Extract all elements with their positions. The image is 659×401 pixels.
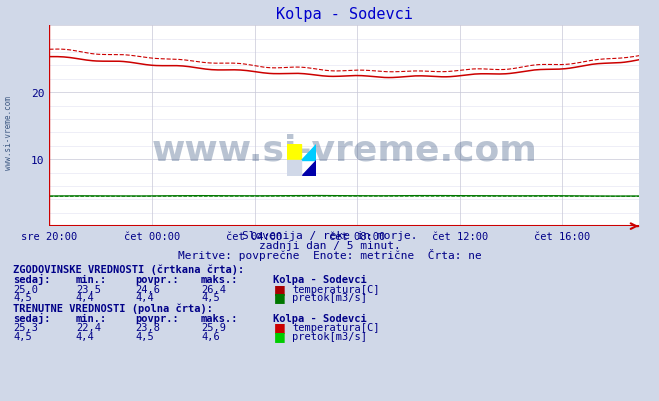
Text: 4,5: 4,5 [201, 293, 219, 303]
Text: ■: ■ [273, 282, 285, 295]
Text: 4,5: 4,5 [135, 331, 154, 341]
Text: pretok[m3/s]: pretok[m3/s] [292, 293, 367, 303]
Text: ■: ■ [273, 320, 285, 333]
Text: 4,6: 4,6 [201, 331, 219, 341]
Text: TRENUTNE VREDNOSTI (polna črta):: TRENUTNE VREDNOSTI (polna črta): [13, 302, 213, 313]
Text: Kolpa - Sodevci: Kolpa - Sodevci [273, 313, 367, 323]
Text: maks.:: maks.: [201, 313, 239, 323]
Text: 23,8: 23,8 [135, 322, 160, 332]
Text: 25,9: 25,9 [201, 322, 226, 332]
Text: pretok[m3/s]: pretok[m3/s] [292, 331, 367, 341]
Text: 26,4: 26,4 [201, 284, 226, 294]
Text: povpr.:: povpr.: [135, 275, 179, 285]
Text: povpr.:: povpr.: [135, 313, 179, 323]
Bar [287, 144, 302, 160]
Polygon shape [302, 144, 316, 160]
Text: 4,5: 4,5 [13, 293, 32, 303]
Text: 25,3: 25,3 [13, 322, 38, 332]
Text: min.:: min.: [76, 313, 107, 323]
Title: Kolpa - Sodevci: Kolpa - Sodevci [276, 7, 413, 22]
Text: 25,0: 25,0 [13, 284, 38, 294]
Text: 24,6: 24,6 [135, 284, 160, 294]
Bar [287, 160, 302, 176]
Text: temperatura[C]: temperatura[C] [292, 284, 380, 294]
Text: Slovenija / reke in morje.: Slovenija / reke in morje. [242, 231, 417, 241]
Text: Kolpa - Sodevci: Kolpa - Sodevci [273, 275, 367, 285]
Text: 4,4: 4,4 [76, 293, 94, 303]
Text: 4,4: 4,4 [135, 293, 154, 303]
Text: 4,4: 4,4 [76, 331, 94, 341]
Text: ZGODOVINSKE VREDNOSTI (črtkana črta):: ZGODOVINSKE VREDNOSTI (črtkana črta): [13, 264, 244, 275]
Text: 23,5: 23,5 [76, 284, 101, 294]
Text: ■: ■ [273, 291, 285, 304]
Text: min.:: min.: [76, 275, 107, 285]
Text: zadnji dan / 5 minut.: zadnji dan / 5 minut. [258, 241, 401, 251]
Text: maks.:: maks.: [201, 275, 239, 285]
Text: 4,5: 4,5 [13, 331, 32, 341]
Text: 22,4: 22,4 [76, 322, 101, 332]
Text: sedaj:: sedaj: [13, 312, 51, 323]
Text: temperatura[C]: temperatura[C] [292, 322, 380, 332]
Polygon shape [302, 160, 316, 176]
Text: Meritve: povprečne  Enote: metrične  Črta: ne: Meritve: povprečne Enote: metrične Črta:… [178, 249, 481, 261]
Text: www.si-vreme.com: www.si-vreme.com [152, 134, 537, 167]
Text: ■: ■ [273, 329, 285, 342]
Text: sedaj:: sedaj: [13, 274, 51, 285]
Text: www.si-vreme.com: www.si-vreme.com [4, 95, 13, 169]
